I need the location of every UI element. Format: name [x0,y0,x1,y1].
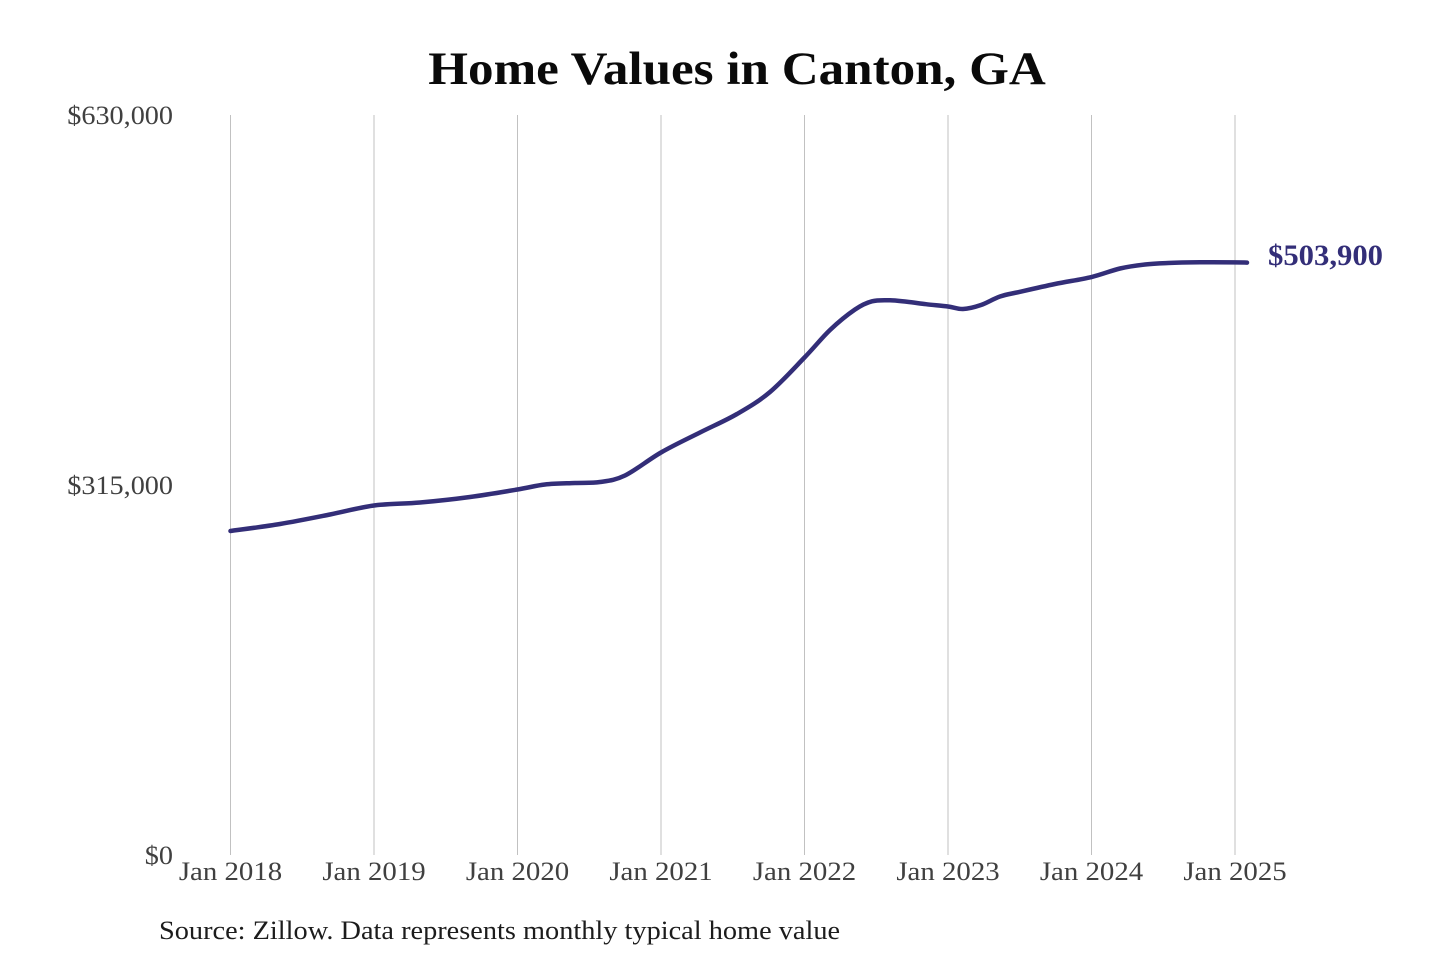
svg-text:Jan 2020: Jan 2020 [466,857,569,885]
svg-text:Source: Zillow. Data represent: Source: Zillow. Data represents monthly … [159,916,840,945]
svg-text:Home Values in Canton, GA: Home Values in Canton, GA [428,42,1046,95]
svg-text:$630,000: $630,000 [67,101,173,130]
svg-text:Jan 2018: Jan 2018 [179,857,282,885]
svg-text:$315,000: $315,000 [67,471,173,500]
svg-text:Jan 2019: Jan 2019 [322,857,425,885]
svg-text:Jan 2021: Jan 2021 [609,857,712,885]
svg-text:Jan 2022: Jan 2022 [753,857,856,885]
svg-text:Jan 2025: Jan 2025 [1183,857,1286,885]
svg-text:$503,900: $503,900 [1268,238,1383,272]
svg-text:$0: $0 [145,841,173,870]
svg-text:Jan 2024: Jan 2024 [1040,857,1144,885]
svg-text:Jan 2023: Jan 2023 [896,857,999,885]
